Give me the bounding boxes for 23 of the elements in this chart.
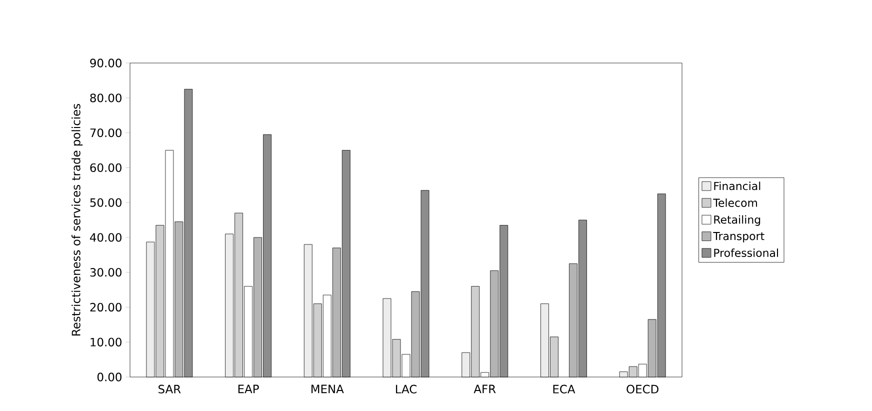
x-tick-label: MENA [312, 384, 344, 394]
y-tick-label: 30.00 [90, 268, 122, 277]
x-tick-label: OECD [626, 384, 658, 394]
y-tick-label: 20.00 [90, 302, 122, 312]
legend-label: Professional [714, 248, 778, 257]
y-tick-label: 10.00 [90, 338, 122, 346]
x-tick-label: AFR [474, 384, 496, 394]
y-tick-label: 80.00 [90, 94, 122, 102]
x-tick-label: EAP [238, 384, 259, 394]
legend-label: Retailing [714, 215, 760, 226]
y-tick-label: 40.00 [90, 233, 122, 242]
y-tick-label: 50.00 [90, 198, 122, 207]
legend-label: Financial [714, 182, 760, 190]
y-tick-label: 0.00 [97, 372, 122, 382]
x-tick-label: ECA [553, 384, 576, 394]
y-tick-label: 70.00 [90, 128, 122, 138]
legend-label: Transport [713, 232, 764, 242]
y-axis-title: Restrictiveness of services trade policies [72, 104, 83, 336]
y-tick-label: 60.00 [90, 163, 122, 172]
y-tick-label: 90.00 [90, 58, 122, 68]
legend-label: Telecom [713, 198, 757, 207]
x-tick-label: LAC [396, 384, 417, 394]
x-tick-label: SAR [158, 384, 181, 394]
